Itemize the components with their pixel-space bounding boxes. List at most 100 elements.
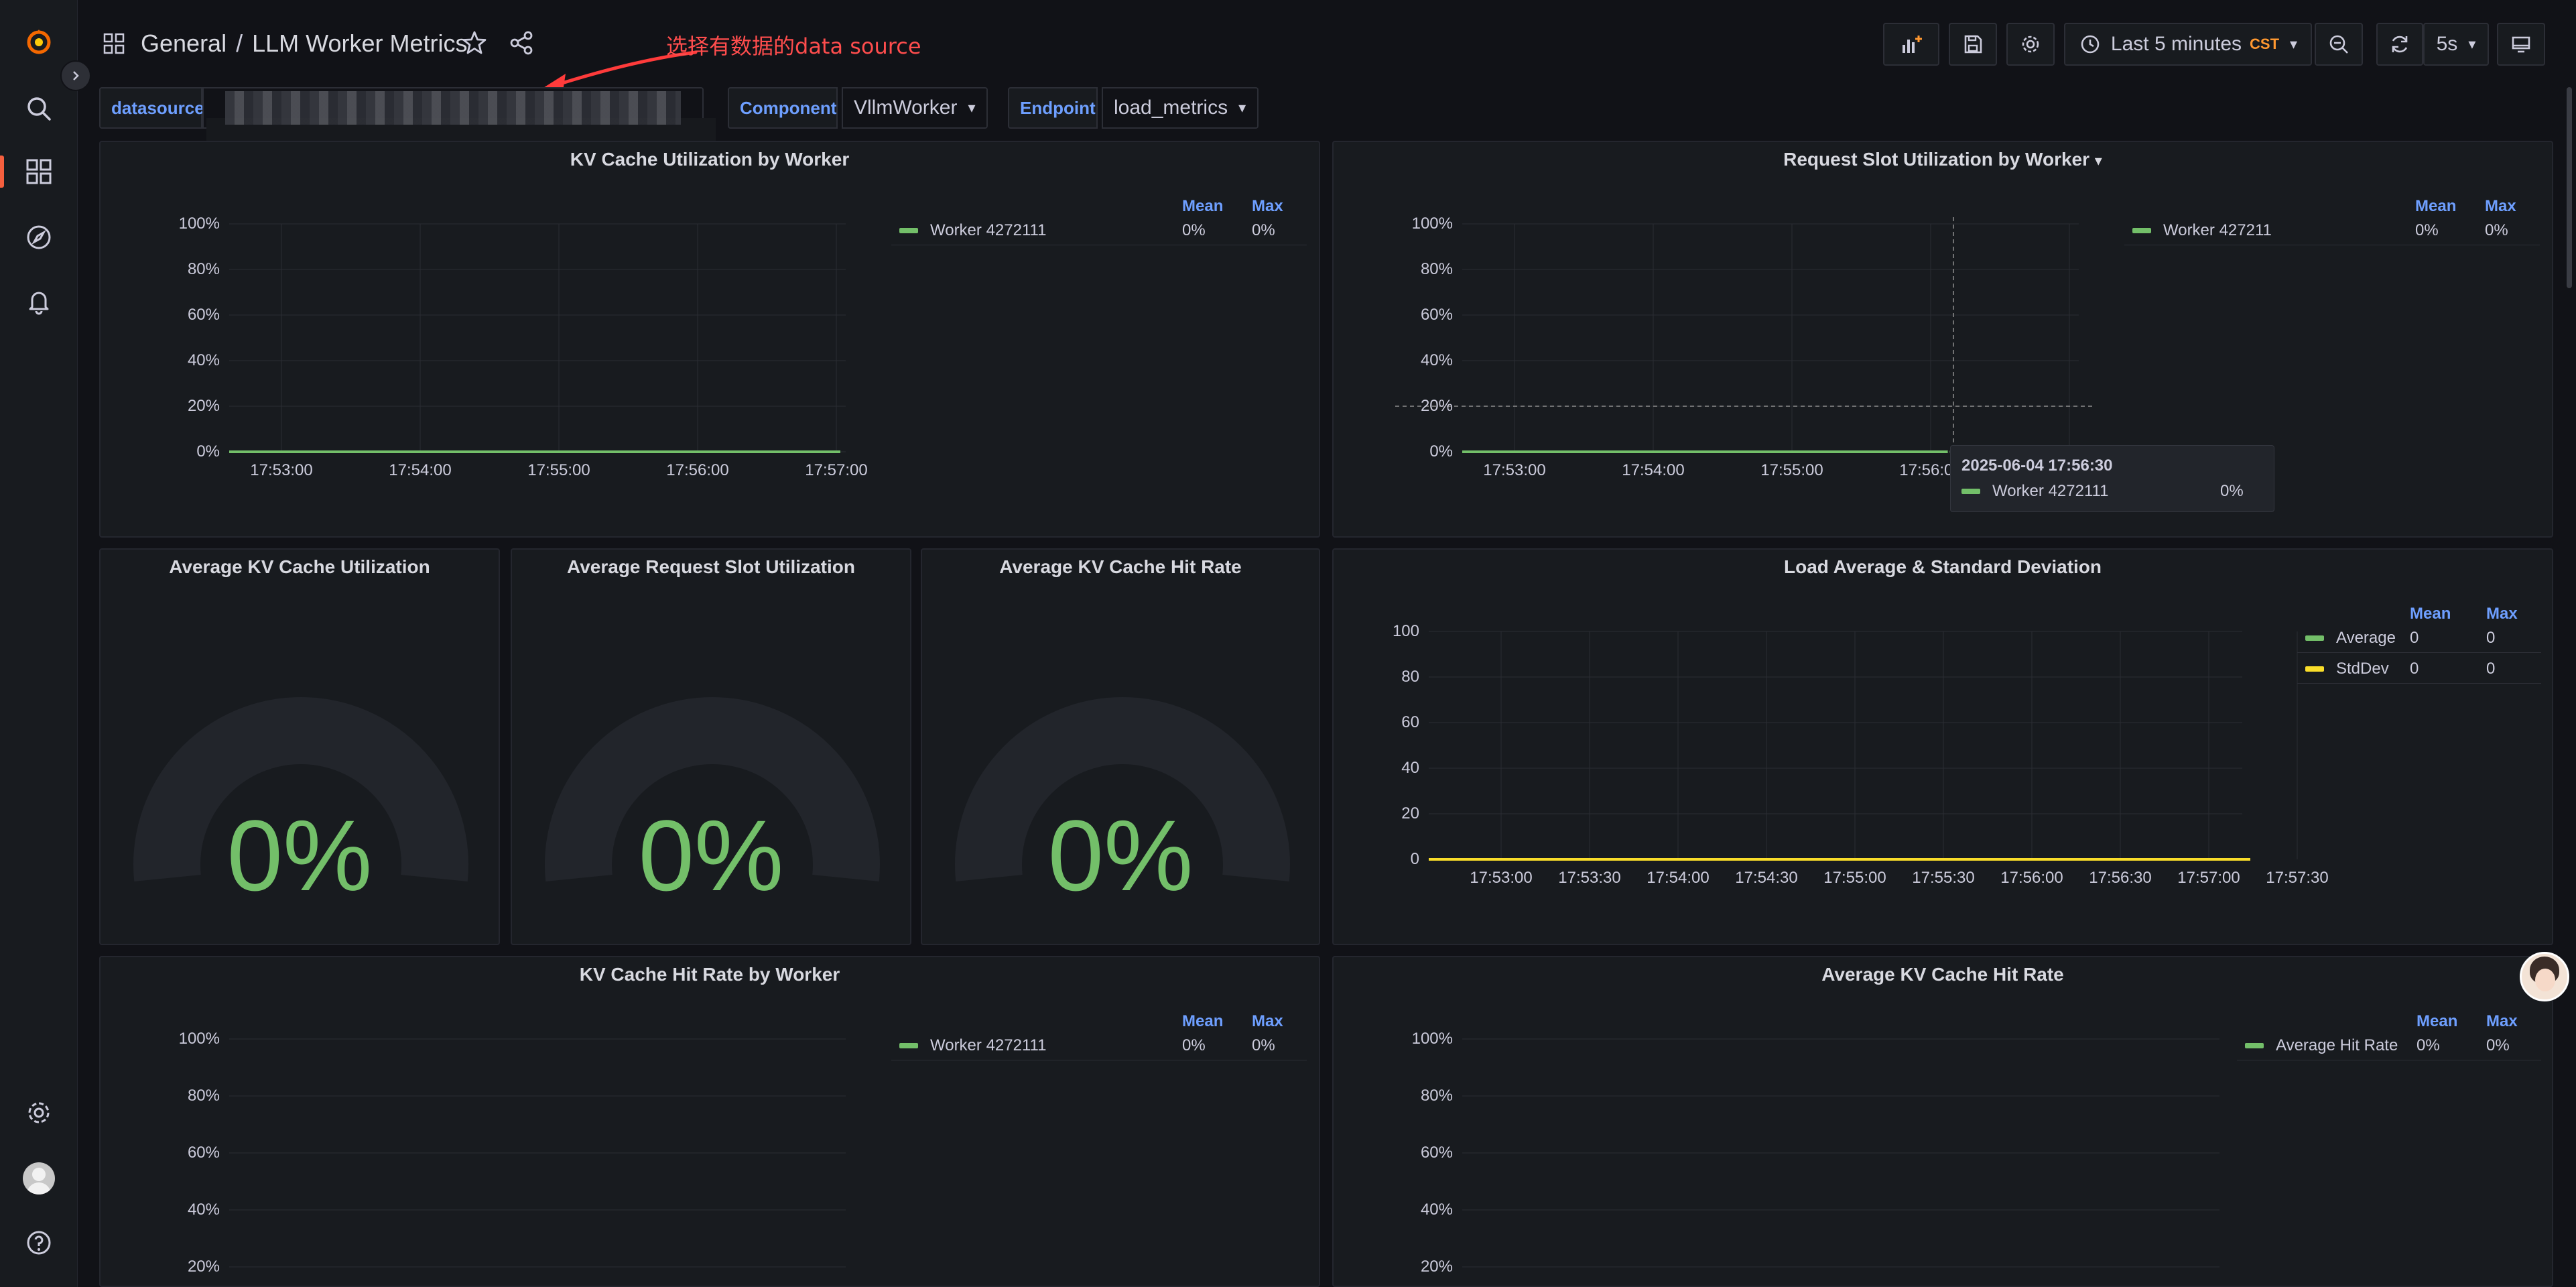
grafana-logo-icon[interactable] [23,25,55,58]
assistant-avatar-bubble[interactable] [2520,952,2569,1001]
x-tick-label: 17:56:00 [666,461,729,479]
series-color-swatch [2305,666,2324,672]
y-tick-label: 100% [178,214,220,233]
tv-mode-button[interactable] [2497,23,2545,66]
tooltip-series-name: Worker 4272111 [1992,482,2109,500]
series-color-swatch [2245,1042,2264,1048]
page-scrollbar[interactable] [2567,87,2572,288]
sidebar-expand-button[interactable] [60,60,91,91]
y-tick-label: 20% [1420,397,1453,415]
refresh-interval-label: 5s [2436,33,2458,55]
gauge-arc [955,697,1290,881]
x-tick-label: 17:55:00 [527,461,590,479]
user-avatar[interactable] [23,1162,55,1194]
zoom-out-button[interactable] [2315,23,2363,66]
x-tick-label: 17:54:00 [1647,869,1710,887]
top-nav-bar: General / LLM Worker Metrics 选择有数据的data … [78,0,2576,91]
x-tick-label: 17:56:00 [2000,869,2063,887]
panel-average-kv-cache-hit-rate[interactable]: Average KV Cache Hit Rate 100% 80% 60% 40% 2… [1332,956,2553,1287]
legend-item[interactable]: Average 0 0 [2297,623,2541,653]
panel-average-kv-cache-utilization[interactable]: Average KV Cache Utilization 0% [99,548,500,945]
time-range-label: Last 5 minutes [2110,33,2242,55]
legend-max-value: 0% [2485,221,2508,239]
dashboards-icon[interactable] [23,156,55,188]
panel-title: Average Request Slot Utilization [567,556,855,577]
breadcrumb-folder-link[interactable]: General [141,29,227,57]
series-color-swatch [2305,635,2324,641]
add-panel-button[interactable] [1883,23,1939,66]
legend-item[interactable]: Worker 427211 0% 0% [2124,216,2540,245]
legend-header-mean: Mean [2417,1012,2458,1030]
y-tick-label: 0% [196,442,220,461]
configuration-gear-icon[interactable] [23,1097,55,1129]
series-color-swatch [899,1042,918,1048]
chart-kv-cache-hit-rate-by-worker: 100% 80% 60% 40% 20% [162,1030,846,1286]
chevron-down-icon: ▾ [968,99,976,116]
x-tick-label: 17:57:30 [2266,869,2329,887]
gauge-value: 0% [638,799,784,912]
legend-item[interactable]: Worker 4272111 0% 0% [891,216,1307,245]
y-tick-label: 100% [178,1030,220,1048]
refresh-icon [2392,36,2408,53]
gauge-value: 0% [1047,799,1194,912]
y-tick-label: 40% [187,1201,220,1219]
panel-request-slot-utilization[interactable]: Request Slot Utilization by Worker ▾ 0% 2… [1332,141,2553,538]
legend-load-average-stddev: Mean Max Average 0 0 StdDev 0 0 [2297,605,2541,698]
x-tick-label: 17:55:00 [1760,461,1823,479]
endpoint-variable-select[interactable]: load_metrics ▾ [1102,87,1259,129]
refresh-interval-picker[interactable]: 5s ▾ [2423,23,2489,66]
y-tick-label: 100 [1392,622,1419,640]
time-range-picker[interactable]: Last 5 minutes CST ▾ [2064,23,2312,66]
search-icon[interactable] [23,93,55,125]
y-tick-label: 100% [1411,214,1453,233]
legend-header-max: Max [1252,197,1283,215]
chart-kv-cache-utilization: 0% 20% 40% 60% 80% 100% 17:53:00 17:54:00 17:55:… [162,214,868,496]
legend-series-name: Worker 427211 [2163,221,2272,239]
panel-average-kv-cache-hit-rate-gauge[interactable]: Average KV Cache Hit Rate 0% [921,548,1320,945]
y-tick-label: 60% [187,1144,220,1162]
share-icon[interactable] [508,29,535,56]
sidebar [0,0,78,1287]
gauge-value: 0% [227,799,373,912]
dashboard-title[interactable]: LLM Worker Metrics [252,29,468,57]
x-tick-label: 17:53:30 [1558,869,1621,887]
chart-svg [1429,631,2298,861]
x-tick-label: 17:54:00 [389,461,452,479]
legend-item[interactable]: Worker 4272111 0% 0% [891,1031,1307,1060]
dashboard-settings-button[interactable] [2006,23,2055,66]
legend-item[interactable]: Average Hit Rate 0% 0% [2237,1031,2541,1060]
panel-menu-chevron-icon[interactable]: ▾ [2094,152,2102,169]
panel-title: Average KV Cache Hit Rate [999,556,1242,577]
tooltip-row: Worker 4272111 0% [1961,482,2263,501]
y-tick-label: 20% [187,1258,220,1276]
legend-max-value: 0% [1252,1036,1275,1054]
chevron-right-icon [73,71,79,80]
legend-header-mean: Mean [2415,197,2457,215]
panel-average-request-slot-utilization[interactable]: Average Request Slot Utilization 0% [511,548,911,945]
y-tick-label: 40% [1420,351,1453,369]
legend-mean-value: 0% [1182,1036,1206,1054]
alerting-bell-icon[interactable] [23,286,55,318]
panel-load-average-stddev[interactable]: Load Average & Standard Deviation 0 20 40 6… [1332,548,2553,945]
chart-svg [229,1038,846,1268]
legend-kv-cache-hit-rate-by-worker: Mean Max Worker 4272111 0% 0% [891,1012,1307,1106]
legend-item[interactable]: StdDev 0 0 [2297,654,2541,684]
panel-title-text: Request Slot Utilization by Worker [1783,149,2090,170]
explore-compass-icon[interactable] [23,221,55,253]
component-variable-select[interactable]: VllmWorker ▾ [842,87,988,129]
legend-max-value: 0 [2486,659,2496,678]
add-panel-chart-icon [1903,36,1922,53]
x-tick-label: 17:55:00 [1823,869,1886,887]
chart-svg [229,223,846,453]
refresh-button[interactable] [2376,23,2423,66]
panel-kv-cache-utilization[interactable]: KV Cache Utilization by Worker 0% 20% 40% 6… [99,141,1320,538]
panel-title: Average KV Cache Utilization [169,556,430,577]
x-tick-label: 17:53:00 [250,461,313,479]
legend-mean-value: 0 [2410,628,2419,647]
favorite-star-icon[interactable] [461,29,488,56]
save-dashboard-button[interactable] [1949,23,1997,66]
help-icon[interactable] [23,1227,55,1259]
tooltip-value: 0% [2220,482,2244,500]
panel-kv-cache-hit-rate-by-worker[interactable]: KV Cache Hit Rate by Worker 100% 80% 60% 40… [99,956,1320,1287]
endpoint-variable-label: Endpoint [1008,87,1098,129]
